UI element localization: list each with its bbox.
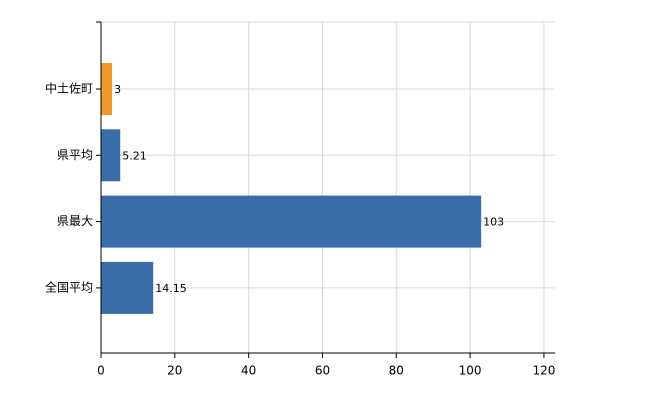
- bar: [101, 261, 154, 314]
- x-tick-label: 60: [315, 364, 330, 378]
- value-label: 3: [114, 83, 121, 96]
- x-tick-label: 100: [459, 364, 482, 378]
- x-tick-label: 0: [97, 364, 105, 378]
- bar: [101, 63, 113, 115]
- y-tick-label: 県最大: [57, 214, 93, 228]
- x-tick-label: 20: [167, 364, 182, 378]
- value-label: 5.21: [122, 149, 147, 162]
- value-label: 14.15: [155, 282, 187, 295]
- y-tick-label: 中土佐町: [45, 81, 93, 96]
- x-tick-label: 40: [241, 364, 256, 378]
- bar: [101, 195, 482, 248]
- x-tick-label: 80: [389, 364, 404, 378]
- x-tick-label: 120: [532, 364, 555, 378]
- value-label: 103: [483, 216, 504, 229]
- y-tick-label: 全国平均: [45, 279, 93, 294]
- bar: [101, 129, 121, 182]
- y-tick-label: 県平均: [57, 148, 93, 162]
